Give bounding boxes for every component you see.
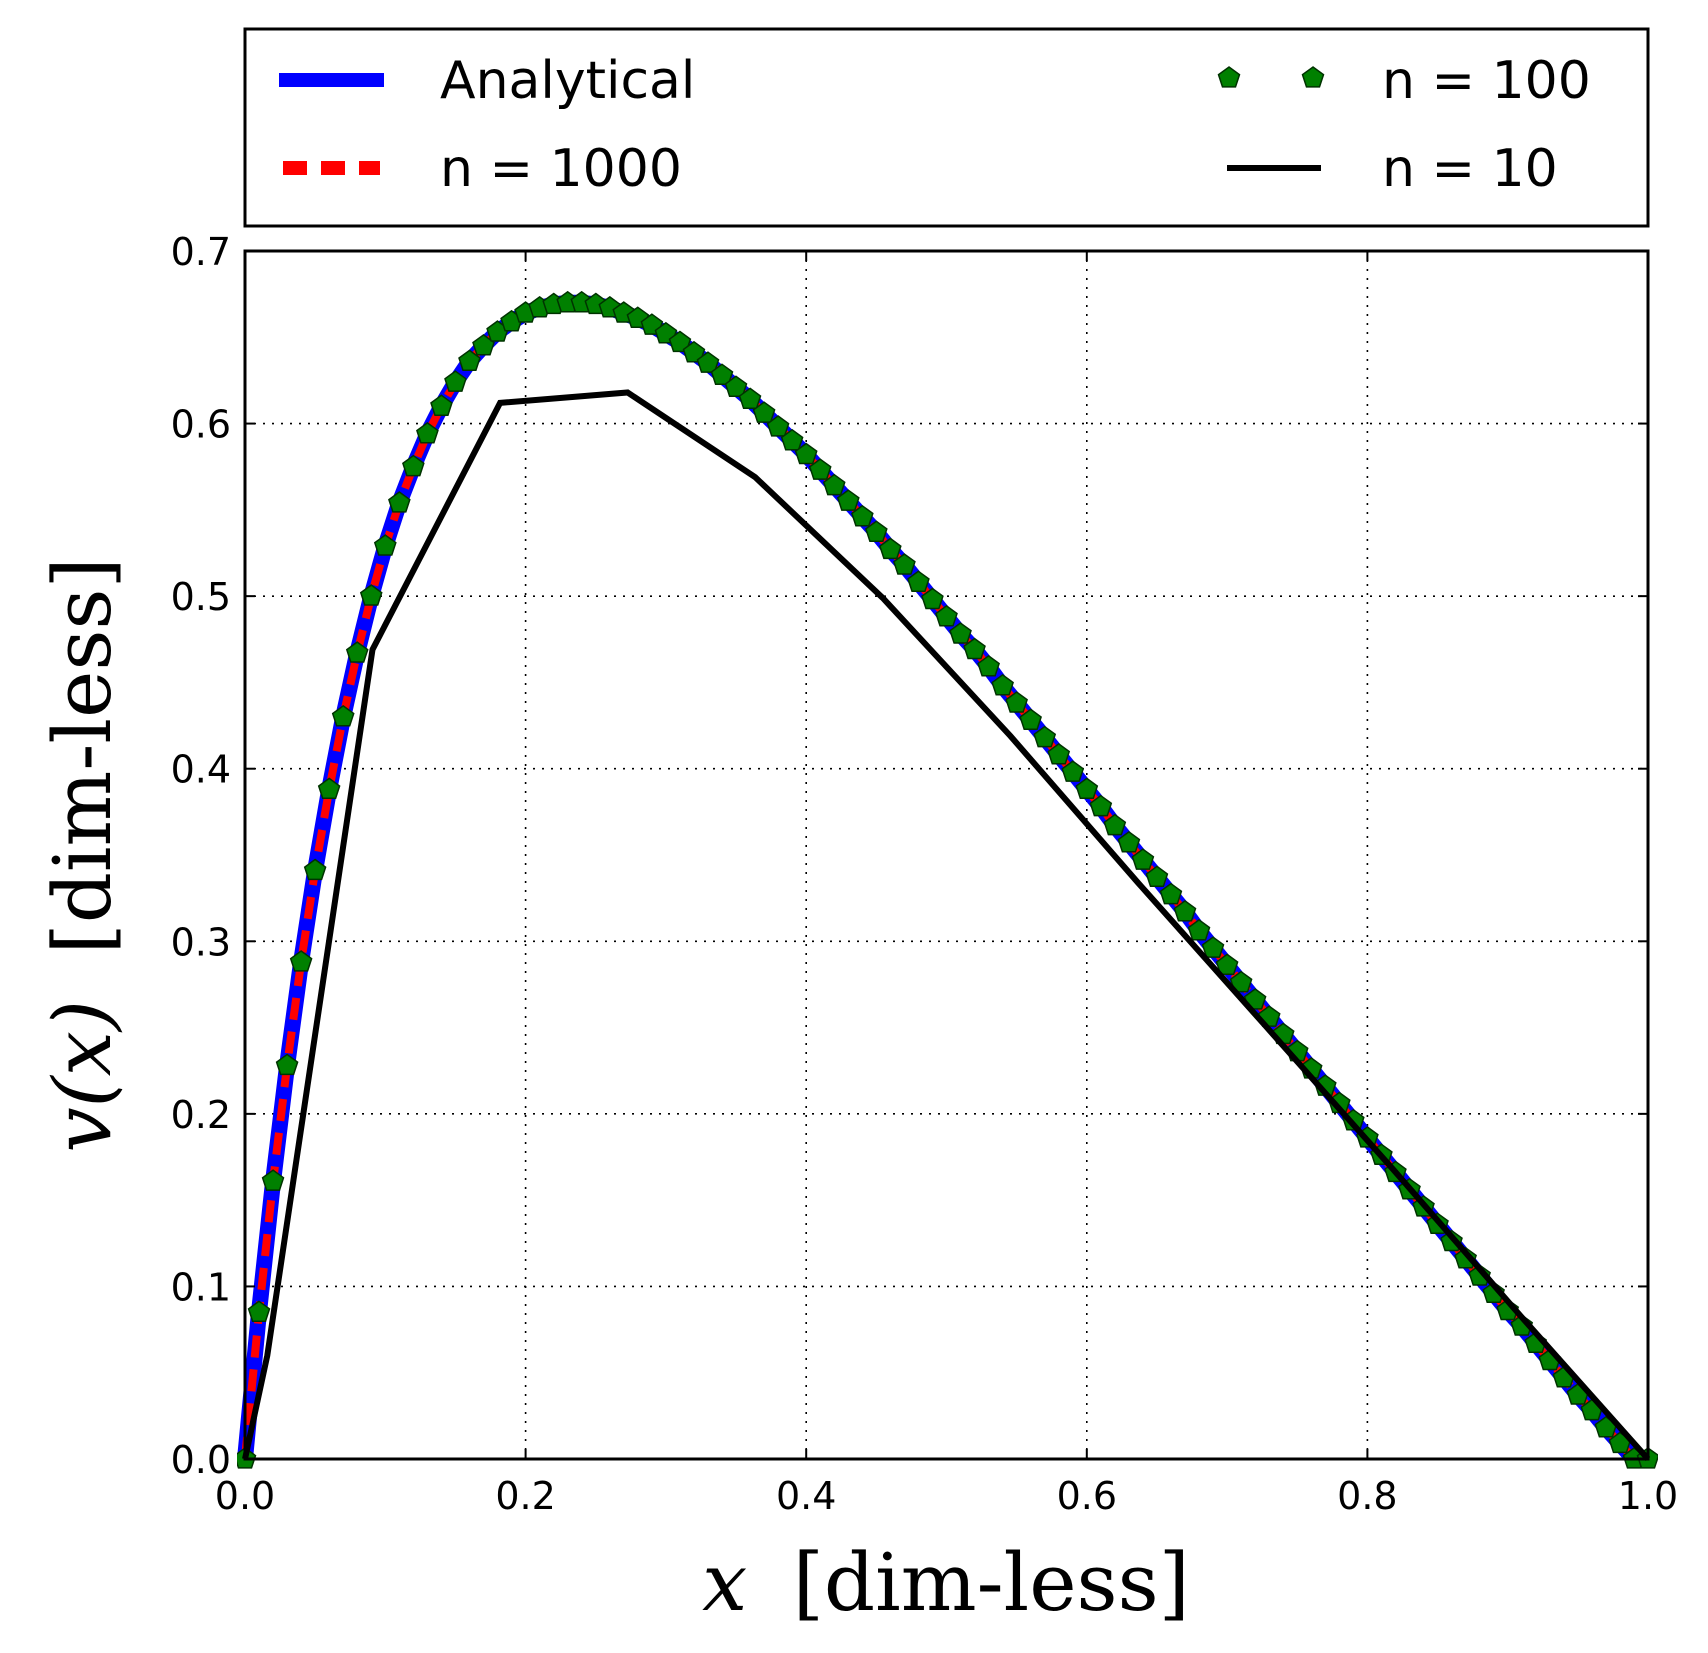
data-point [1089, 794, 1113, 817]
data-point [1468, 1264, 1491, 1286]
legend-marker [1301, 66, 1325, 88]
y-tick-label: 0.2 [171, 1093, 231, 1137]
data-point [1019, 708, 1042, 731]
data-point [724, 375, 748, 397]
legend-label-n1000: n = 1000 [440, 139, 682, 199]
data-point [416, 421, 439, 444]
data-point [991, 673, 1014, 696]
data-point [303, 858, 327, 881]
series-line-n-1000 [241, 298, 1648, 1463]
data-point [682, 340, 706, 363]
data-point [949, 622, 972, 644]
plot-area: 0.0 0.2 0.4 0.6 0.8 1.0 0.0 0.1 0.2 0.3 0.4 0.5 0.6… [171, 230, 1679, 1518]
data-point [1215, 953, 1239, 976]
data-point [430, 394, 453, 416]
x-ticks: 0.0 0.2 0.4 0.6 0.8 1.0 [215, 251, 1678, 1518]
legend-label-analytical: Analytical [440, 51, 695, 111]
series-line-analytical [237, 294, 1648, 1467]
data-point [388, 491, 411, 513]
data-point [780, 428, 804, 451]
x-axis-variable: x [702, 1536, 747, 1629]
y-axis-variable: v(x) [36, 1000, 129, 1153]
plot-frame [243, 249, 1650, 1461]
data-point [359, 584, 383, 606]
data-point [1033, 725, 1057, 748]
data-point [402, 454, 425, 477]
legend-label-n10: n = 10 [1382, 139, 1558, 199]
legend-label-n100: n = 100 [1382, 51, 1591, 111]
legend: Analytical n = 1000 n = 100 n = 10 [243, 27, 1650, 228]
y-tick-label: 0.7 [171, 230, 231, 274]
y-tick-label: 0.4 [171, 748, 231, 792]
x-tick-label: 0.8 [1337, 1474, 1397, 1518]
data-point [1061, 760, 1085, 782]
x-tick-label: 1.0 [1618, 1474, 1678, 1518]
data-point [808, 458, 832, 480]
x-tick-label: 0.2 [495, 1474, 555, 1518]
y-tick-label: 0.5 [171, 575, 231, 619]
legend-swatch-n100 [1217, 66, 1325, 88]
legend-frame [243, 27, 1650, 228]
data-point [822, 473, 846, 496]
data-point [331, 704, 355, 727]
data-point [1005, 691, 1028, 713]
data-point [766, 415, 790, 437]
data-point [1047, 742, 1071, 765]
data-point [1159, 882, 1183, 905]
data-point [1075, 777, 1099, 800]
data-point [893, 553, 916, 575]
y-tick-label: 0.6 [171, 403, 231, 447]
data-point [1103, 813, 1127, 836]
data-point [752, 401, 776, 423]
x-tick-label: 0.6 [1057, 1474, 1117, 1518]
y-ticks: 0.0 0.1 0.2 0.3 0.4 0.5 0.6 0.7 [171, 230, 1648, 1482]
data-point [879, 537, 902, 560]
data-point [1145, 865, 1169, 888]
data-point [1117, 830, 1141, 853]
series-layer [237, 290, 1658, 1469]
y-tick-label: 0.0 [171, 1438, 231, 1482]
series-line-n-10 [242, 389, 1651, 1461]
data-point [1131, 848, 1155, 870]
y-tick-label: 0.1 [171, 1265, 231, 1309]
x-axis-unit: [dim-less] [793, 1536, 1190, 1629]
legend-marker [1217, 66, 1241, 88]
y-axis-title: v(x) [dim-less] [36, 557, 129, 1152]
data-point [977, 654, 1000, 677]
data-point [1201, 936, 1225, 958]
series-markers-n-100 [237, 290, 1658, 1469]
data-point [710, 363, 734, 385]
data-point [963, 637, 986, 660]
data-point [444, 370, 467, 392]
data-point [907, 570, 930, 592]
data-point [345, 641, 369, 663]
data-point [1187, 918, 1211, 941]
data-point [738, 387, 762, 410]
data-point [696, 351, 720, 373]
data-point [836, 489, 860, 511]
data-point [458, 349, 481, 372]
data-point [865, 520, 888, 542]
data-point [935, 604, 958, 627]
data-point [1229, 970, 1253, 993]
data-point [794, 442, 818, 465]
y-axis-unit: [dim-less] [36, 557, 129, 954]
data-point [247, 1300, 271, 1322]
x-tick-label: 0.0 [215, 1474, 275, 1518]
x-tick-label: 0.4 [776, 1474, 836, 1518]
x-axis-title: x [dim-less] [702, 1536, 1190, 1629]
data-point [289, 950, 313, 972]
data-point [921, 587, 944, 610]
data-point [373, 534, 397, 556]
data-point [1173, 899, 1197, 922]
grid [245, 251, 1648, 1459]
data-point [668, 330, 692, 353]
y-tick-label: 0.3 [171, 920, 231, 964]
data-point [317, 777, 341, 800]
data-point [275, 1053, 299, 1076]
data-point [261, 1169, 285, 1191]
data-point [851, 504, 874, 527]
